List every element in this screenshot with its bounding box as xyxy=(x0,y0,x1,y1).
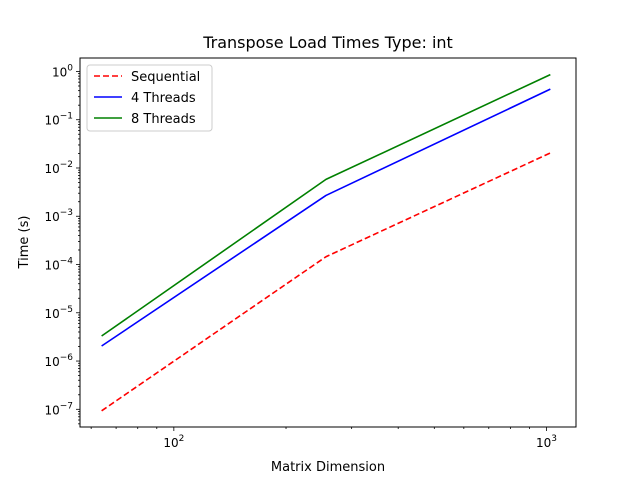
plot-frame xyxy=(79,57,577,428)
y-tick-label-7: 100 xyxy=(52,63,73,79)
y-tick-label-0: 10−7 xyxy=(44,401,73,417)
y-tick-label-4: 10−3 xyxy=(44,208,73,224)
legend-label-2: 8 Threads xyxy=(131,112,196,127)
chart-title: Transpose Load Times Type: int xyxy=(202,33,453,52)
series-line-2 xyxy=(101,73,551,337)
y-tick-label-3: 10−4 xyxy=(44,257,73,273)
legend-label-0: Sequential xyxy=(131,70,200,85)
y-tick-label-5: 10−2 xyxy=(44,160,73,176)
x-tick-label-0: 102 xyxy=(163,434,184,450)
plot-area xyxy=(101,73,551,412)
y-tick-label-2: 10−5 xyxy=(44,305,73,321)
legend: Sequential 4 Threads 8 Threads xyxy=(86,64,213,132)
x-tick-label-1: 103 xyxy=(536,434,557,450)
x-axis-label: Matrix Dimension xyxy=(271,460,385,475)
series-line-1 xyxy=(101,88,551,347)
y-axis-label: Time (s) xyxy=(17,216,32,270)
y-tick-label-6: 10−1 xyxy=(44,112,73,128)
legend-box xyxy=(86,64,213,132)
y-axis: 10−7 10−6 10−5 10−4 10−3 10−2 10−1 100 xyxy=(44,63,80,425)
x-axis: 102 103 xyxy=(90,427,557,450)
y-tick-label-1: 10−6 xyxy=(44,353,73,369)
legend-label-1: 4 Threads xyxy=(131,91,196,106)
series-line-0 xyxy=(101,152,551,412)
